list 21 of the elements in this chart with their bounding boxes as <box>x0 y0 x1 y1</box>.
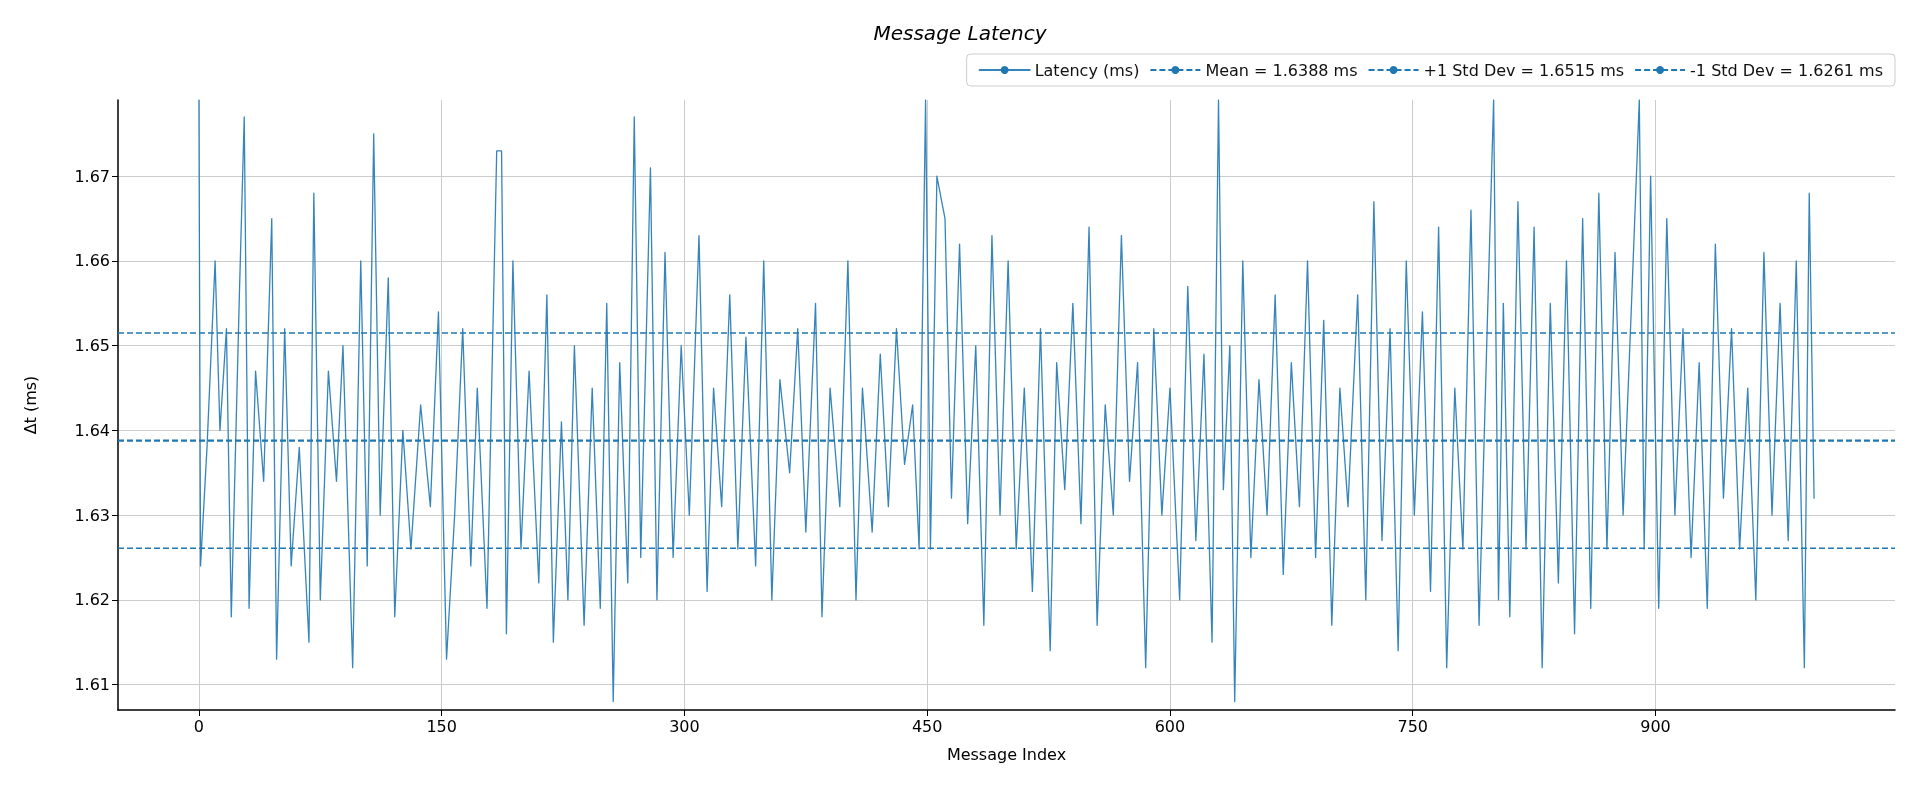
x-tick-label: 150 <box>426 716 457 736</box>
x-axis-title: Message Index <box>946 744 1067 764</box>
y-tick-label: 1.67 <box>74 166 110 186</box>
x-tick-label: 600 <box>1154 716 1186 736</box>
y-axis-title: Δt (ms) <box>20 375 40 435</box>
x-tick-label: 900 <box>1640 716 1671 736</box>
y-tick-label: 1.61 <box>74 675 110 695</box>
x-tick-label: 0 <box>193 716 205 736</box>
y-tick-label: 1.62 <box>74 590 110 610</box>
y-tick-label: 1.66 <box>74 251 110 271</box>
y-tick-label: 1.64 <box>74 420 110 440</box>
legend-label: -1 Std Dev = 1.6261 ms <box>1690 60 1884 80</box>
legend-label: Mean = 1.6388 ms <box>1205 60 1358 80</box>
y-tick-label: 1.65 <box>74 336 110 356</box>
x-tick-label: 750 <box>1397 716 1428 736</box>
legend-label: +1 Std Dev = 1.6515 ms <box>1423 60 1625 80</box>
x-tick-label: 300 <box>669 716 700 736</box>
x-tick-label: 450 <box>911 716 943 736</box>
legend-label: Latency (ms) <box>1034 60 1140 80</box>
chart-title: Message Latency <box>873 21 1048 45</box>
y-tick-label: 1.63 <box>74 505 110 525</box>
